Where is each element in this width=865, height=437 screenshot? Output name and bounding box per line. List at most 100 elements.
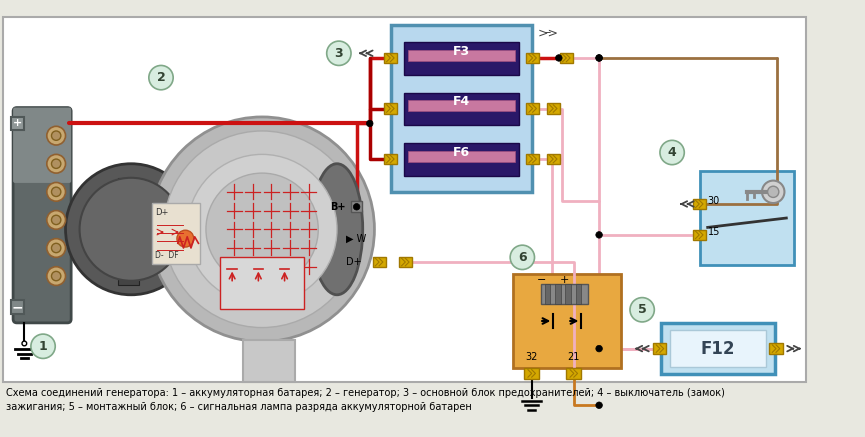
Circle shape: [596, 345, 602, 352]
FancyBboxPatch shape: [118, 214, 138, 225]
FancyBboxPatch shape: [555, 284, 561, 304]
Circle shape: [327, 41, 351, 66]
Circle shape: [206, 173, 318, 285]
Circle shape: [52, 215, 61, 225]
Text: 6: 6: [518, 251, 527, 264]
Text: ▶ W: ▶ W: [346, 234, 367, 243]
Circle shape: [163, 131, 361, 328]
Text: +: +: [13, 118, 22, 128]
Circle shape: [66, 164, 196, 295]
FancyBboxPatch shape: [118, 178, 138, 188]
FancyBboxPatch shape: [566, 284, 571, 304]
FancyBboxPatch shape: [547, 104, 560, 114]
FancyBboxPatch shape: [243, 340, 295, 382]
FancyBboxPatch shape: [405, 93, 519, 125]
Circle shape: [762, 180, 785, 203]
FancyBboxPatch shape: [391, 25, 532, 192]
FancyBboxPatch shape: [384, 53, 397, 63]
Ellipse shape: [311, 164, 362, 295]
FancyBboxPatch shape: [118, 190, 138, 200]
Circle shape: [354, 204, 360, 210]
Circle shape: [52, 131, 61, 140]
Text: D+: D+: [346, 257, 362, 267]
FancyBboxPatch shape: [526, 154, 539, 164]
Text: Схема соединений генератора: 1 – аккумуляторная батарея; 2 – генератор; 3 – осно: Схема соединений генератора: 1 – аккумул…: [5, 388, 725, 399]
FancyBboxPatch shape: [526, 53, 539, 63]
Circle shape: [596, 232, 602, 238]
FancyBboxPatch shape: [526, 104, 539, 114]
Text: 2: 2: [157, 71, 165, 84]
Text: −: −: [12, 300, 23, 314]
Circle shape: [31, 334, 55, 358]
Text: 5: 5: [638, 303, 646, 316]
FancyBboxPatch shape: [118, 202, 138, 212]
Circle shape: [767, 186, 778, 198]
FancyBboxPatch shape: [693, 230, 706, 240]
FancyBboxPatch shape: [700, 171, 794, 265]
Text: F4: F4: [453, 95, 470, 108]
Text: F6: F6: [453, 146, 470, 159]
FancyBboxPatch shape: [351, 201, 362, 212]
FancyBboxPatch shape: [576, 284, 581, 304]
Circle shape: [47, 239, 66, 257]
Circle shape: [47, 154, 66, 173]
FancyBboxPatch shape: [13, 108, 71, 323]
FancyBboxPatch shape: [373, 257, 386, 267]
Ellipse shape: [163, 152, 229, 306]
FancyBboxPatch shape: [118, 263, 138, 273]
Circle shape: [660, 140, 684, 165]
Circle shape: [47, 183, 66, 201]
Text: F3: F3: [453, 45, 470, 58]
Text: D-  DF: D- DF: [156, 251, 179, 260]
Text: –: –: [537, 26, 552, 39]
Circle shape: [47, 267, 66, 285]
Circle shape: [52, 243, 61, 253]
Circle shape: [47, 211, 66, 229]
Text: 3: 3: [335, 47, 343, 60]
FancyBboxPatch shape: [118, 275, 138, 285]
FancyBboxPatch shape: [545, 284, 550, 304]
FancyBboxPatch shape: [399, 257, 412, 267]
Text: +: +: [560, 275, 569, 285]
Text: 4: 4: [668, 146, 676, 159]
FancyBboxPatch shape: [661, 323, 775, 375]
FancyBboxPatch shape: [384, 154, 397, 164]
FancyBboxPatch shape: [670, 330, 766, 367]
Text: >>: >>: [537, 26, 558, 39]
Circle shape: [510, 245, 535, 270]
Circle shape: [47, 126, 66, 145]
Text: 30: 30: [708, 196, 720, 206]
Circle shape: [52, 271, 61, 281]
Text: 21: 21: [567, 352, 580, 361]
FancyBboxPatch shape: [220, 257, 304, 309]
FancyBboxPatch shape: [151, 203, 201, 264]
FancyBboxPatch shape: [693, 199, 706, 209]
Circle shape: [596, 402, 602, 409]
Circle shape: [177, 230, 194, 247]
Text: 15: 15: [708, 227, 720, 237]
Text: зажигания; 5 – монтажный блок; 6 – сигнальная лампа разряда аккумуляторной батар: зажигания; 5 – монтажный блок; 6 – сигна…: [5, 402, 471, 412]
Circle shape: [52, 187, 61, 197]
Text: D+: D+: [156, 208, 169, 217]
FancyBboxPatch shape: [118, 226, 138, 237]
FancyBboxPatch shape: [11, 117, 24, 130]
FancyBboxPatch shape: [408, 151, 515, 162]
FancyBboxPatch shape: [384, 104, 397, 114]
FancyBboxPatch shape: [567, 368, 581, 379]
Circle shape: [555, 55, 562, 61]
FancyBboxPatch shape: [11, 300, 24, 313]
FancyBboxPatch shape: [547, 154, 560, 164]
FancyBboxPatch shape: [408, 49, 515, 61]
Circle shape: [596, 55, 602, 61]
Circle shape: [150, 117, 375, 342]
Circle shape: [596, 55, 602, 61]
FancyBboxPatch shape: [524, 368, 539, 379]
FancyBboxPatch shape: [405, 42, 519, 75]
FancyBboxPatch shape: [118, 251, 138, 261]
Circle shape: [22, 341, 27, 346]
FancyBboxPatch shape: [653, 343, 667, 354]
Text: −: −: [536, 275, 546, 285]
FancyBboxPatch shape: [13, 108, 71, 183]
Text: F12: F12: [701, 340, 735, 357]
Circle shape: [52, 159, 61, 168]
